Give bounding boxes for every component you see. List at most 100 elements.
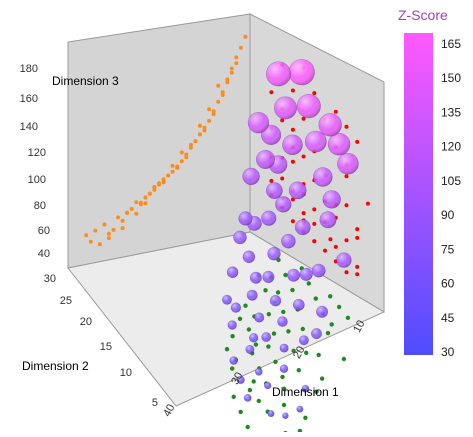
projection-floor-point — [246, 327, 252, 332]
projection-xz-point — [202, 125, 207, 130]
bubble-highlight — [229, 356, 238, 365]
projection-yz-point — [333, 244, 338, 249]
colorbar-tick-label: 45 — [441, 311, 455, 325]
projection-xz-point — [216, 83, 221, 88]
bubble-highlight — [280, 364, 288, 373]
projection-xz-point — [179, 159, 184, 164]
projection-floor-point — [281, 386, 287, 391]
bubble-highlight — [242, 168, 260, 185]
projection-xz-point — [197, 123, 202, 128]
projection-xz-point — [207, 107, 212, 112]
y-tick-5: 5 — [152, 397, 158, 409]
projection-xz-point — [188, 142, 193, 147]
projection-xz-point — [170, 163, 175, 168]
projection-xz-point — [120, 218, 125, 223]
projection-yz-point — [344, 203, 349, 208]
x-tick-10: 10 — [351, 318, 367, 334]
projection-floor-point — [266, 312, 271, 317]
projection-xz-point — [175, 165, 180, 170]
projection-xz-point — [161, 180, 166, 185]
projection-xz-point — [97, 242, 102, 247]
bubble-highlight — [305, 131, 327, 153]
z-tick-140: 140 — [20, 121, 38, 133]
projection-yz-point — [290, 159, 295, 164]
colorbar: Z-Score 165 150 135 120 105 90 75 60 45 30 — [398, 7, 461, 359]
projection-yz-point — [344, 270, 349, 275]
bubble-highlight — [281, 234, 296, 249]
projection-floor-point — [303, 415, 308, 420]
projection-floor-point — [266, 344, 271, 349]
bubble-highlight — [316, 306, 328, 318]
bubble-highlight — [336, 252, 352, 268]
bubble-highlight — [289, 181, 307, 199]
y-tick-30: 30 — [44, 273, 56, 285]
projection-xz-point — [220, 90, 225, 95]
projection-xz-wall — [84, 34, 248, 247]
bubble-highlight — [299, 268, 313, 281]
projection-floor-point — [256, 398, 261, 404]
projection-floor-point — [286, 329, 291, 334]
projection-yz-point — [312, 207, 317, 212]
projection-floor-point — [245, 424, 250, 430]
projection-xz-point — [106, 236, 111, 241]
z-axis-title: Dimension 3 — [52, 74, 119, 88]
z-tick-100: 100 — [28, 174, 46, 186]
projection-yz-point — [344, 174, 349, 179]
projection-xz-point — [88, 239, 93, 244]
projection-xz-point — [84, 233, 89, 238]
chart-panes — [67, 13, 386, 407]
z-tick-120: 120 — [28, 147, 46, 159]
bubble-highlight — [318, 113, 342, 137]
projection-xz-point — [225, 77, 230, 82]
colorbar-tick-label: 75 — [441, 242, 455, 256]
colorbar-gradient — [404, 33, 433, 355]
projection-floor-point — [306, 281, 311, 286]
bubble-highlight — [261, 210, 277, 226]
projection-yz-point — [355, 272, 360, 277]
bubble-highlight — [297, 94, 321, 118]
y-tick-15: 15 — [100, 341, 112, 353]
projection-xz-point — [184, 152, 189, 157]
projection-xz-point — [166, 173, 171, 178]
projection-floor-point — [325, 330, 331, 336]
bubble-highlight — [337, 153, 359, 175]
projection-xz-point — [202, 128, 207, 133]
projection-xz-point — [234, 61, 239, 66]
projection-floor-point — [281, 309, 286, 315]
projection-xz-point — [211, 112, 216, 117]
bubble-highlight — [254, 312, 264, 323]
projection-yz-point — [328, 237, 333, 242]
bubble-highlight — [250, 272, 262, 284]
bubble-highlight — [266, 182, 283, 199]
bubble-series — [222, 59, 359, 420]
projection-floor-point — [251, 379, 256, 384]
projection-yz-point — [290, 88, 295, 93]
projection-floor-point — [273, 359, 278, 364]
x-axis-ticks: 40 30 20 10 — [161, 318, 367, 418]
projection-xz-point — [143, 201, 148, 206]
projection-floor-point — [345, 315, 351, 320]
bubble-highlight — [267, 410, 275, 417]
projection-floor-point — [231, 394, 236, 399]
projection-xz-point — [106, 231, 111, 236]
projection-floor-point — [283, 272, 288, 278]
bubble-highlight — [267, 247, 281, 261]
bubble-highlight — [295, 219, 311, 235]
colorbar-tick-label: 90 — [441, 208, 455, 222]
projection-xz-point — [134, 211, 139, 216]
bubble-highlight — [266, 61, 291, 87]
bubble-highlight — [282, 412, 289, 419]
bubble-highlight — [264, 382, 272, 389]
projection-xz-point — [138, 202, 143, 207]
bubble-highlight — [256, 150, 275, 169]
projection-xz-point — [102, 222, 107, 227]
projection-xz-point — [161, 177, 166, 182]
projection-xz-point — [238, 45, 243, 50]
bubble-highlight — [227, 266, 239, 278]
projection-xz-point — [193, 139, 198, 144]
projection-yz-point — [312, 221, 317, 226]
bubble-highlight — [311, 328, 322, 339]
bubble-highlight — [236, 376, 245, 384]
colorbar-tick-label: 135 — [441, 105, 461, 119]
bubble-highlight — [287, 269, 300, 282]
